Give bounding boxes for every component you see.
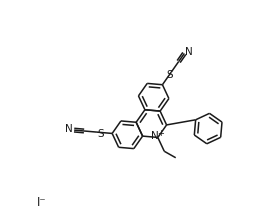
Text: S: S [97, 129, 104, 139]
Text: +: + [157, 129, 164, 138]
Text: S: S [167, 70, 173, 80]
Text: N: N [185, 47, 193, 57]
Text: N: N [65, 124, 73, 134]
Text: I⁻: I⁻ [37, 196, 46, 209]
Text: N: N [151, 131, 159, 141]
